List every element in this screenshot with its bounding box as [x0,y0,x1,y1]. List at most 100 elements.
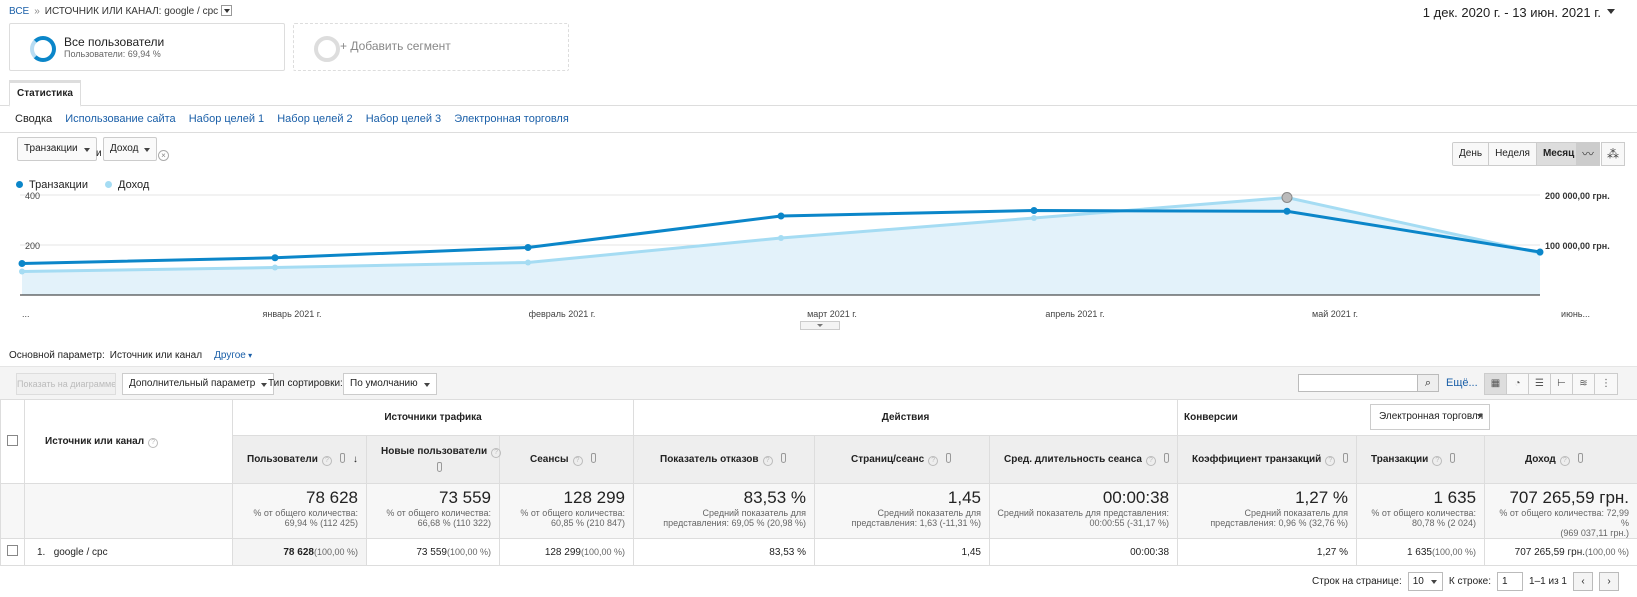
subtab-goal-set-3[interactable]: Набор целей 3 [365,113,442,125]
transactions-point [1283,207,1291,215]
col-transaction-rate[interactable]: Коэффициент транзакций? [1177,435,1358,484]
select-all-checkbox[interactable] [7,434,18,446]
help-icon[interactable]: ? [1325,456,1336,466]
weighted-sort-icon[interactable] [339,453,345,463]
weighted-sort-icon[interactable] [780,453,786,463]
total-value: 128 299 [563,488,625,507]
motion-chart-icon[interactable]: ⁂ [1601,142,1625,166]
page-range: 1–1 из 1 [1529,576,1567,587]
advanced-filter-link[interactable]: Ещё... [1446,377,1478,389]
subtab-site-usage[interactable]: Использование сайта [65,113,176,125]
help-icon[interactable]: ? [321,456,332,466]
segment-all-users[interactable]: Все пользователи Пользователи: 69,94 % [9,23,285,71]
col-pages-per-session[interactable]: Страниц/сеанс? [814,435,990,484]
performance-view-icon[interactable]: ☰ [1529,374,1551,394]
breadcrumb-all-link[interactable]: ВСЕ [9,6,30,17]
subtab-goal-set-2[interactable]: Набор целей 2 [277,113,353,125]
row-dimension-link[interactable]: google / cpc [53,546,108,558]
total-sub: 80,78 % (2 024) [1411,518,1477,528]
subtab-ecommerce[interactable]: Электронная торговля [454,113,569,125]
weighted-sort-icon[interactable] [1577,453,1583,463]
sort-desc-icon[interactable]: ↓ [352,454,358,465]
help-icon[interactable]: ? [572,456,583,466]
search-icon[interactable]: ⌕ [1417,374,1439,392]
subtab-goal-set-1[interactable]: Набор целей 1 [188,113,265,125]
subtab-summary[interactable]: Сводка [15,113,53,125]
total-sub: 66,68 % (110 322) [417,518,491,528]
row-cell-users: 78 628(100,00 %) [232,538,367,566]
rows-per-page-select[interactable]: 10 [1407,572,1443,591]
total-sub: % от общего количества: [1371,508,1477,518]
collapse-chart-handle[interactable] [800,321,840,330]
total-sub: (969 037,11 грн.) [1560,528,1630,538]
period-day-button[interactable]: День [1453,143,1490,165]
right-axis-tick-label: 100 000,00 грн. [1545,241,1610,251]
col-transactions[interactable]: Транзакции? [1356,435,1486,484]
col-bounce-rate[interactable]: Показатель отказов? [633,435,815,484]
help-icon[interactable]: ? [762,456,773,466]
line-chart-icon[interactable]: 〰 [1576,142,1600,166]
comparison-view-icon[interactable]: ⊢ [1551,374,1573,394]
row-checkbox[interactable] [7,545,18,556]
pivot-view-icon[interactable]: ⋮ [1595,374,1617,394]
line-chart: 400 200 200 000,00 грн. 100 000,00 грн.... я… [18,191,1610,319]
metric-select-2[interactable]: Доход [103,137,158,161]
help-icon[interactable]: ? [491,447,502,458]
legend-item-transactions: Транзакции [16,179,88,191]
pie-view-icon[interactable]: ◔ [1507,374,1529,394]
help-icon[interactable]: ? [1145,456,1156,466]
col-sessions[interactable]: Сеансы? [499,435,634,484]
col-avg-session-duration[interactable]: Сред. длительность сеанса? [988,435,1179,484]
total-value: 00:00:38 [1102,488,1170,507]
cell-percent: (100,00 %) [446,546,491,557]
row-checkbox-cell [0,538,25,566]
weighted-sort-icon[interactable] [590,453,596,463]
secondary-dimension-select[interactable]: Дополнительный параметр [122,373,275,395]
remove-metric-icon[interactable]: × [158,150,169,161]
period-buttons: День Неделя Месяц [1452,142,1582,166]
col-users[interactable]: Пользователи? ↓ [232,435,367,484]
weighted-sort-icon[interactable] [1343,453,1349,463]
period-week-button[interactable]: Неделя [1489,143,1537,165]
col-revenue[interactable]: Доход? [1484,435,1637,484]
tab-statistics[interactable]: Статистика [9,80,81,107]
sort-type-select[interactable]: По умолчанию [343,373,437,395]
primary-dimension-other[interactable]: Другое [214,350,246,361]
row-cell-bounce-rate: 83,53 % [633,538,815,566]
transactions-point [1030,207,1038,214]
left-axis-tick-label: 400 [25,191,40,201]
conversion-type-select[interactable]: Электронная торговля [1370,404,1491,430]
cell-value: 128 299 [544,546,581,558]
next-page-icon[interactable]: › [1599,572,1619,591]
goto-row-input[interactable]: 1 [1497,572,1524,591]
total-transactions: 1 635% от общего количества: 80,78 % (2 0… [1356,483,1486,539]
total-sub: % от общего количества: [386,508,491,518]
prev-page-icon[interactable]: ‹ [1573,572,1593,591]
weighted-sort-icon[interactable] [437,461,442,472]
dimension-header[interactable]: Источник или канал? [24,399,233,484]
help-icon[interactable]: ? [928,456,939,466]
help-icon[interactable]: ? [1559,456,1570,466]
breadcrumb-dropdown-icon[interactable] [221,5,233,16]
table-search-input[interactable] [1298,374,1418,392]
revenue-area [22,197,1540,295]
metric-select-1[interactable]: Транзакции [17,137,97,161]
transactions-point [524,244,532,251]
table-toolbar: Показать на диаграмме Дополнительный пар… [0,366,1637,399]
help-icon[interactable]: ? [148,437,159,448]
add-segment-button[interactable]: + Добавить сегмент [293,23,569,71]
table-view-icon[interactable]: ▦ [1485,374,1507,394]
primary-dimension: Основной параметр: Источник или канал Друг… [9,350,252,361]
help-icon[interactable]: ? [1432,456,1443,466]
date-range-picker[interactable]: 1 дек. 2020 г. - 13 июн. 2021 г. [1423,5,1615,20]
period-month-button[interactable]: Месяц [1536,143,1581,165]
col-label: Коэффициент транзакций [1192,454,1322,465]
weighted-sort-icon[interactable] [1163,453,1169,463]
weighted-sort-icon[interactable] [1450,453,1456,463]
tab-bar: Статистика [0,80,1637,107]
col-new-users[interactable]: Новые пользователи? [366,435,502,484]
cell-percent: (100,00 %) [1585,546,1630,557]
term-cloud-view-icon[interactable]: ≋ [1573,374,1595,394]
weighted-sort-icon[interactable] [946,453,952,463]
cell-percent: (100,00 %) [580,546,625,557]
